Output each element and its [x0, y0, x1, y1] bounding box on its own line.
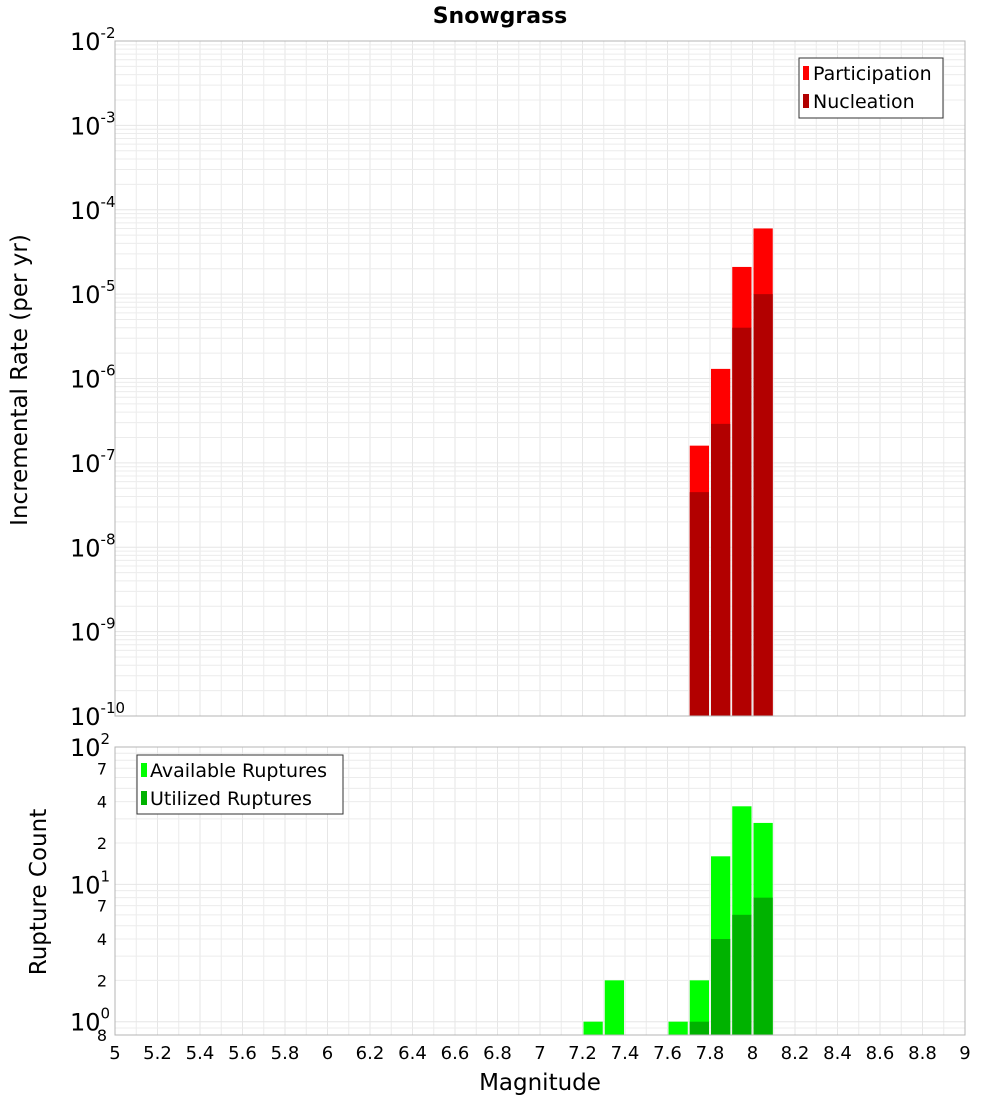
x-tick-label: 9	[959, 1043, 970, 1064]
x-tick-label: 5.2	[143, 1043, 172, 1064]
bar-utilized-ruptures	[689, 1021, 709, 1035]
y-tick-label: 10-7	[70, 446, 116, 478]
y-minor-tick-label: 8	[97, 1026, 107, 1045]
y-minor-tick-label: 4	[97, 793, 107, 812]
y-tick-label: 10-4	[70, 193, 116, 225]
y-tick-label: 10-10	[70, 699, 125, 731]
x-tick-label: 7	[534, 1043, 545, 1064]
rate-plot: 10-10 10-9 10-8 10-7 10-6 10-5 10-4 10-3 10-2 In…	[7, 24, 966, 731]
bar-nucleation	[753, 294, 773, 716]
bar-utilized-ruptures	[732, 914, 752, 1035]
x-tick-label: 5.4	[186, 1043, 215, 1064]
x-tick-label: 6.4	[398, 1043, 427, 1064]
y-minor-tick-label: 4	[97, 930, 107, 949]
x-tick-label: 5	[109, 1043, 120, 1064]
count-plot-legend: Available Ruptures Utilized Ruptures	[136, 754, 344, 815]
bar-available-ruptures	[689, 980, 709, 1035]
bar-nucleation	[689, 492, 709, 716]
rate-plot-y-label: Incremental Rate (per yr)	[7, 234, 33, 526]
x-tick-label: 6.8	[483, 1043, 512, 1064]
bar-available-ruptures	[604, 980, 624, 1035]
count-plot-bars	[583, 806, 773, 1035]
y-tick-label: 102	[70, 730, 110, 762]
legend-label-nucleation: Nucleation	[813, 91, 915, 113]
x-tick-label: 8.8	[908, 1043, 937, 1064]
y-tick-label: 100	[70, 1005, 110, 1037]
legend-label-utilized: Utilized Ruptures	[150, 788, 312, 810]
count-plot-border	[114, 746, 966, 1036]
count-plot-y-ticks: 100 101 102 8 2 4 7 2 4 7	[70, 730, 110, 1045]
y-tick-label: 10-9	[70, 615, 116, 647]
y-tick-label: 10-8	[70, 530, 116, 562]
x-tick-label: 7.2	[568, 1043, 597, 1064]
y-minor-tick-label: 7	[97, 897, 107, 916]
rate-plot-y-ticks: 10-10 10-9 10-8 10-7 10-6 10-5 10-4 10-3 10-2	[70, 24, 125, 731]
bar-nucleation	[711, 423, 731, 716]
x-tick-label: 5.8	[271, 1043, 300, 1064]
x-tick-label: 8.4	[823, 1043, 852, 1064]
y-tick-label: 10-3	[70, 108, 116, 140]
count-plot-legend-box	[136, 754, 344, 815]
bar-utilized-ruptures	[711, 939, 731, 1035]
chart-title: Snowgrass	[433, 4, 568, 29]
bar-nucleation	[732, 327, 752, 716]
legend-swatch-participation	[803, 66, 809, 80]
y-tick-label: 10-5	[70, 277, 116, 309]
y-minor-tick-label: 2	[97, 834, 107, 853]
bar-available-ruptures	[583, 1021, 603, 1035]
x-tick-label: 7.8	[696, 1043, 725, 1064]
x-tick-label: 7.4	[611, 1043, 640, 1064]
rate-plot-legend-box	[798, 57, 944, 119]
x-tick-label: 5.6	[228, 1043, 257, 1064]
count-plot-y-label: Rupture Count	[26, 809, 52, 975]
legend-label-available: Available Ruptures	[150, 760, 327, 782]
x-tick-label: 6.2	[356, 1043, 385, 1064]
x-tick-label: 8.6	[866, 1043, 895, 1064]
y-minor-tick-label: 2	[97, 971, 107, 990]
rate-plot-border	[114, 40, 966, 717]
bar-utilized-ruptures	[753, 897, 773, 1035]
legend-swatch-utilized	[141, 791, 147, 805]
x-tick-label: 8.2	[781, 1043, 810, 1064]
y-tick-label: 10-2	[70, 24, 116, 56]
rate-plot-legend: Participation Nucleation	[798, 57, 944, 119]
legend-swatch-nucleation	[803, 94, 809, 108]
x-tick-label: 8	[747, 1043, 758, 1064]
count-plot-x-label: Magnitude	[479, 1070, 601, 1096]
y-minor-tick-label: 7	[97, 759, 107, 778]
rate-plot-grid	[114, 40, 966, 717]
count-plot: 100 101 102 8 2 4 7 2 4 7 Rupture Count Available…	[26, 730, 971, 1096]
count-plot-x-ticks: 5 5.2 5.4 5.6 5.8 6 6.2 6.4 6.6 6.8 7 7.2 7.4 7.6 7.8 8…	[109, 1043, 970, 1064]
bar-available-ruptures	[668, 1021, 688, 1035]
x-tick-label: 7.6	[653, 1043, 682, 1064]
y-tick-label: 10-6	[70, 362, 116, 394]
x-tick-label: 6	[322, 1043, 333, 1064]
y-tick-label: 101	[70, 867, 110, 899]
legend-label-participation: Participation	[813, 63, 932, 85]
legend-swatch-available	[141, 763, 147, 777]
x-tick-label: 6.6	[441, 1043, 470, 1064]
rate-plot-bars	[689, 228, 773, 716]
